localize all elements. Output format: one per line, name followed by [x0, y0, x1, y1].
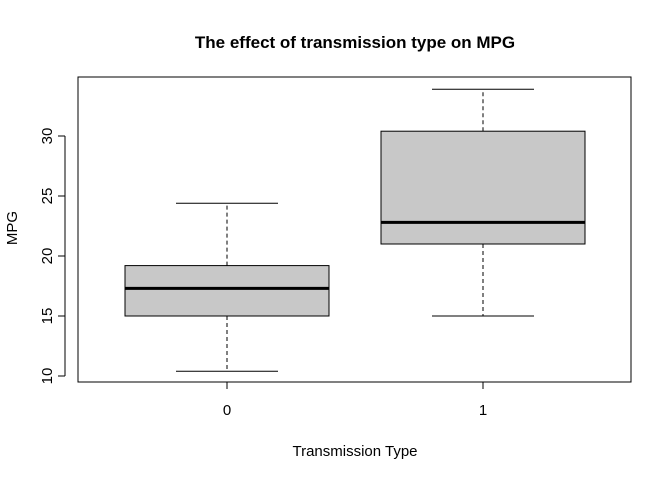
y-tick-label-15: 15: [39, 308, 56, 325]
chart-title: The effect of transmission type on MPG: [195, 33, 515, 52]
y-axis-label: MPG: [4, 211, 21, 245]
x-tick-label-0: 0: [223, 402, 231, 419]
y-tick-label-10: 10: [39, 368, 56, 385]
chart-marks: 10 15 20 25 30 0 1: [39, 88, 586, 419]
x-tick-label-1: 1: [479, 402, 487, 419]
y-tick-label-25: 25: [39, 188, 56, 205]
x-axis-label: Transmission Type: [292, 443, 417, 460]
y-tick-label-20: 20: [39, 248, 56, 265]
iqr-box-0: [124, 265, 330, 317]
y-tick-label-30: 30: [39, 128, 56, 145]
iqr-box-1: [380, 130, 586, 245]
